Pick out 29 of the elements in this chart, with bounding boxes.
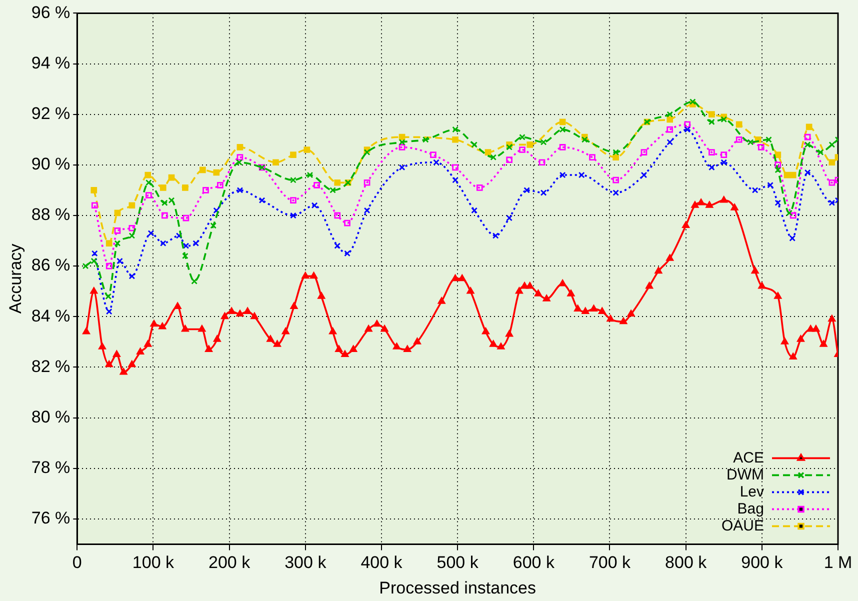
y-tick-label: 80 % xyxy=(31,407,70,426)
y-tick-label: 76 % xyxy=(31,508,70,528)
x-tick-label: 300 k xyxy=(284,553,327,572)
legend-label: Lev xyxy=(740,483,764,500)
y-tick-label: 94 % xyxy=(31,53,70,72)
y-tick-label: 84 % xyxy=(31,306,70,326)
y-axis-title: Accuracy xyxy=(6,243,25,314)
x-tick-label: 1 M xyxy=(824,553,852,572)
x-tick-label: 0 xyxy=(72,553,82,572)
x-axis-title: Processed instances xyxy=(379,578,536,598)
x-tick-label: 500 k xyxy=(436,553,479,572)
x-tick-label: 600 k xyxy=(512,553,555,572)
x-tick-label: 200 k xyxy=(208,553,251,572)
x-tick-label: 700 k xyxy=(588,553,632,572)
y-tick-label: 82 % xyxy=(31,356,70,376)
x-tick-label: 100 k xyxy=(132,553,175,572)
y-tick-label: 92 % xyxy=(31,104,70,124)
x-tick-label: 400 k xyxy=(360,553,403,572)
y-tick-label: 96 % xyxy=(31,2,70,22)
legend-label: Bag xyxy=(737,500,764,518)
y-tick-label: 86 % xyxy=(31,256,70,275)
x-tick-label: 800 k xyxy=(665,553,708,572)
legend-label: OAUE xyxy=(721,517,764,534)
y-tick-label: 78 % xyxy=(31,458,70,478)
y-tick-label: 88 % xyxy=(31,205,70,224)
y-tick-label: 90 % xyxy=(31,154,70,174)
legend-label: ACE xyxy=(733,449,764,466)
x-tick-label: 900 k xyxy=(741,553,784,572)
legend-label: DWM xyxy=(726,466,764,484)
